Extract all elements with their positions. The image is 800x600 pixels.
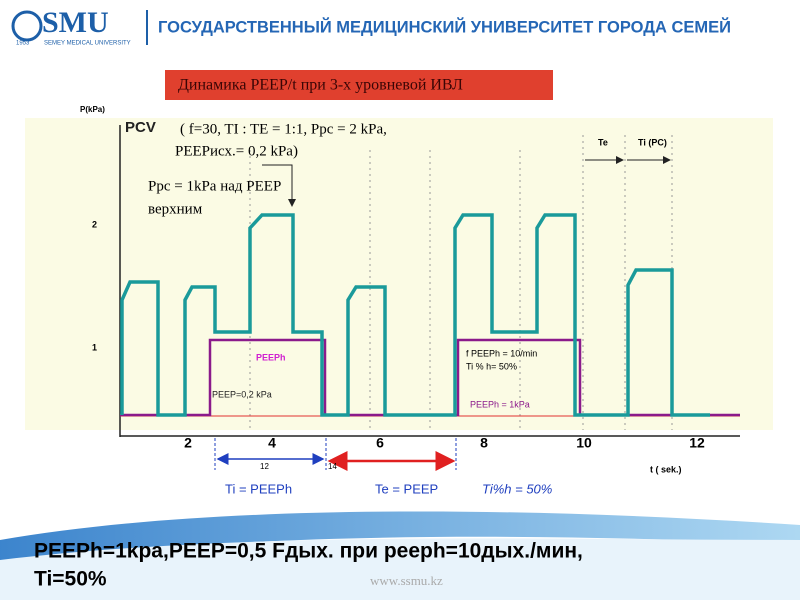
span-ti-label: 12 (260, 462, 269, 471)
note-line2: верхним (148, 201, 203, 217)
x-tick-label: 4 (268, 435, 276, 451)
title-box (165, 70, 553, 100)
footer-line2: Ti=50% (34, 568, 107, 591)
params-line1: ( f=30, TI : TE = 1:1, Ppc = 2 kPa, (180, 121, 387, 137)
footer-line1: PEEPh=1kpa,PEEP=0,5 Fдых. при peeph=10ды… (34, 540, 583, 563)
footer-url: www.ssmu.kz (370, 573, 443, 588)
slide-title: Динамика PEEP/t при 3-х уровневой ИВЛ (178, 77, 463, 94)
params-line2: PEEPисх.= 0,2 kPa) (175, 143, 298, 159)
legend-te: Te = PEEP (375, 481, 438, 496)
logo: SMU (42, 6, 109, 39)
logo-emblem (11, 10, 43, 42)
plot-background (25, 118, 773, 430)
box-line3: PEEPh = 1kPa (470, 399, 530, 409)
logo-year: 1953 (16, 41, 30, 47)
box-line1: f PEEPh = 10/min (466, 348, 537, 358)
y-axis-label: P(kPa) (80, 105, 105, 114)
x-axis-label: t ( sek.) (650, 464, 682, 474)
legend-ratio: Ti%h = 50% (482, 481, 552, 496)
mode-label: PCV (125, 119, 156, 136)
ti-pc-label: Ti (PC) (638, 137, 667, 147)
box-line2: Ti % h= 50% (466, 361, 517, 371)
legend-ti: Ti = PEEPh (225, 481, 292, 496)
te-label: Te (598, 137, 608, 147)
span-te-label: 14 (328, 462, 337, 471)
x-tick-label: 12 (689, 435, 705, 451)
x-tick-label: 10 (576, 435, 592, 451)
footer-band (0, 538, 800, 600)
note-arrow (262, 164, 296, 207)
header-title: ГОСУДАРСТВЕННЫЙ МЕДИЦИНСКИЙ УНИВЕРСИТЕТ … (158, 17, 731, 36)
x-tick-label: 6 (376, 435, 384, 451)
logo-sub: SEMEY MEDICAL UNIVERSITY (44, 41, 131, 47)
y-tick-label: 2 (92, 219, 97, 229)
y-tick-label: 1 (92, 342, 97, 352)
note-line1: Ppc = 1kPa над PEEP (148, 178, 281, 194)
peep-label: PEEP=0,2 kPa (212, 389, 272, 399)
pressure-curve (120, 213, 710, 417)
x-tick-label: 8 (480, 435, 488, 451)
footer-wave (0, 511, 800, 565)
peeph-label: PEEPh (256, 352, 286, 362)
x-tick-label: 2 (184, 435, 192, 451)
